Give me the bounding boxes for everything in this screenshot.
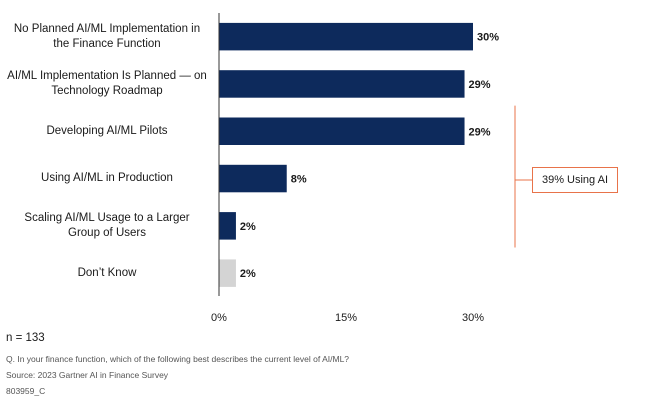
bar-1 bbox=[219, 70, 465, 98]
category-label-0: No Planned AI/ML Implementation in the F… bbox=[13, 22, 201, 50]
bar-0 bbox=[219, 22, 473, 51]
category-label-5: Don’t Know bbox=[77, 266, 137, 279]
bar-2 bbox=[219, 117, 465, 145]
bar-5 bbox=[219, 259, 236, 287]
value-label-0: 30% bbox=[477, 32, 499, 44]
value-label-5: 2% bbox=[240, 268, 256, 280]
callout-text: 39% Using AI bbox=[541, 174, 609, 186]
category-label-2: Developing AI/ML Pilots bbox=[46, 124, 168, 137]
value-label-2: 29% bbox=[469, 126, 491, 138]
source-note: Source: 2023 Gartner AI in Finance Surve… bbox=[6, 370, 169, 380]
x-tick-label-2: 30% bbox=[462, 312, 484, 324]
using-ai-bracket bbox=[514, 105, 532, 248]
bar-4 bbox=[219, 212, 236, 240]
sample-size: n = 133 bbox=[6, 332, 45, 344]
using-ai-callout: 39% Using AI bbox=[532, 167, 618, 193]
survey-question: Q. In your finance function, which of th… bbox=[6, 354, 350, 364]
category-label-3: Using AI/ML in Production bbox=[41, 172, 173, 185]
bar-3 bbox=[219, 164, 287, 193]
x-tick-label-1: 15% bbox=[335, 312, 357, 324]
value-label-3: 8% bbox=[291, 174, 307, 186]
category-label-1: AI/ML Implementation Is Planned — on Tec… bbox=[7, 69, 207, 97]
value-label-1: 29% bbox=[469, 79, 491, 91]
value-label-4: 2% bbox=[240, 221, 256, 233]
bars-group bbox=[219, 22, 473, 287]
document-id: 803959_C bbox=[6, 386, 46, 396]
category-label-4: Scaling AI/ML Usage to a Larger Group of… bbox=[24, 211, 190, 239]
x-tick-label-0: 0% bbox=[211, 312, 227, 324]
